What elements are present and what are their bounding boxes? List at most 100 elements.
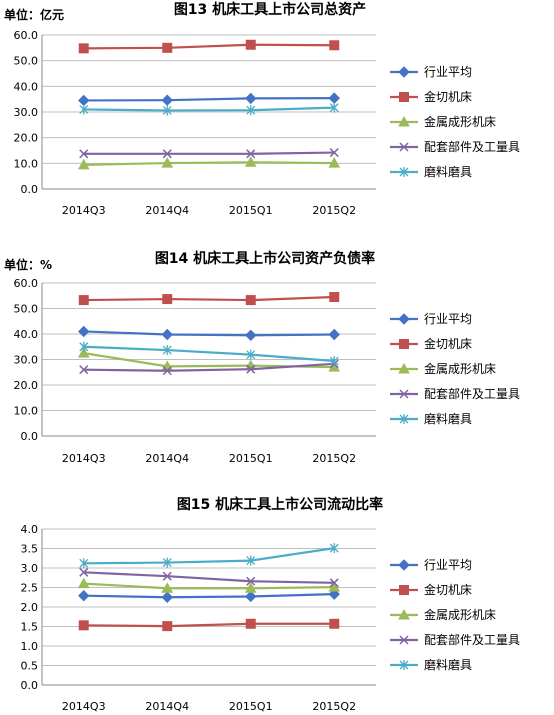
legend-label: 金属成形机床: [424, 607, 496, 622]
data-point: [245, 39, 256, 50]
data-point: [79, 365, 89, 375]
data-point-stroke-b: [329, 148, 339, 158]
data-point-shape: [77, 577, 90, 589]
y-tick-label: 40.0: [14, 328, 39, 341]
legend-label: 磨料磨具: [424, 658, 472, 672]
legend-marker: [399, 389, 409, 399]
data-point: [161, 94, 173, 106]
data-point: [162, 621, 173, 632]
y-tick-label: 0.0: [21, 430, 39, 443]
unit-label: 单位：%: [4, 257, 52, 272]
data-point: [79, 558, 89, 569]
data-point: [245, 92, 257, 105]
data-point: [329, 356, 339, 367]
data-point-shape: [161, 591, 173, 603]
legend-marker-stroke-b: [399, 635, 409, 645]
y-tick-label: 10.0: [14, 157, 39, 170]
series-line: [83, 151, 335, 155]
series-line: [83, 547, 335, 565]
series-line: [83, 295, 335, 302]
chart-3: 图15 机床工具上市公司流动比率 0.0 0.5 1.0 1.5 2.0 2.5 3.0 3.5…: [21, 496, 521, 713]
data-point: [78, 94, 90, 107]
data-point-stroke-b: [162, 149, 172, 159]
data-point: [246, 149, 256, 159]
data-point-shape: [161, 582, 174, 593]
x-tick-label: 2015Q2: [312, 204, 356, 217]
chart-2: 图14 机床工具上市公司资产负债率 单位：% 0.0 10.0 20.0 30.0 40.0…: [4, 250, 520, 465]
x-tick-label: 2015Q2: [312, 700, 356, 713]
data-point-shape: [77, 158, 90, 170]
data-point: [328, 328, 340, 341]
y-tick-label: 0.0: [21, 183, 39, 196]
data-point-stroke-b: [79, 149, 89, 159]
y-tick-label: 3.0: [21, 562, 39, 575]
x-tick-label: 2015Q1: [229, 452, 273, 465]
data-point: [246, 555, 256, 566]
unit-label: 单位：亿元: [4, 7, 64, 22]
data-point-shape: [328, 92, 340, 104]
data-point: [77, 158, 90, 170]
data-point-shape: [328, 581, 341, 592]
legend-marker-shape: [398, 66, 410, 78]
x-tick-label: 2015Q1: [229, 204, 273, 217]
data-point: [78, 43, 89, 54]
legend-marker: [398, 313, 410, 325]
legend-label: 金切机床: [424, 582, 472, 597]
data-point: [162, 42, 173, 53]
series-line: [83, 97, 335, 102]
y-tick-label: 50.0: [14, 55, 39, 68]
data-point-shape: [329, 618, 340, 629]
data-point: [244, 156, 257, 167]
data-point: [78, 325, 90, 338]
series-line: [83, 43, 335, 50]
legend-marker: [399, 585, 409, 595]
legend-label: 配套部件及工量具: [424, 139, 520, 154]
chart-title: 图13 机床工具上市公司总资产: [174, 1, 366, 18]
data-point: [161, 582, 174, 593]
data-point-stroke-b: [79, 365, 89, 375]
y-tick-label: 30.0: [14, 106, 39, 119]
series-line: [83, 593, 335, 599]
legend-marker: [398, 362, 410, 374]
data-point: [162, 557, 172, 568]
x-tick-label: 2014Q4: [145, 700, 189, 713]
data-point-stroke-b: [329, 578, 339, 588]
data-point: [246, 105, 256, 116]
data-point: [244, 582, 257, 593]
y-tick-label: 1.5: [21, 621, 39, 634]
series-line: [83, 161, 335, 166]
chart-title: 图15 机床工具上市公司流动比率: [177, 496, 383, 513]
data-point-shape: [245, 618, 256, 629]
x-tick-label: 2014Q4: [145, 204, 189, 217]
legend-marker-shape: [398, 608, 410, 620]
data-point-shape: [245, 39, 256, 50]
data-point: [161, 157, 174, 168]
data-point-shape: [328, 588, 340, 600]
data-point: [246, 576, 256, 586]
data-point-shape: [329, 40, 340, 51]
data-point: [162, 105, 172, 116]
legend-label: 金切机床: [424, 89, 472, 104]
data-point: [77, 347, 90, 358]
legend-marker: [399, 635, 409, 645]
data-point: [77, 577, 90, 589]
legend-label: 行业平均: [424, 312, 472, 326]
data-point-shape: [77, 347, 90, 358]
legend-marker: [399, 167, 409, 177]
series-line: [83, 582, 335, 590]
series-line: [83, 362, 335, 372]
data-point: [329, 618, 340, 629]
series-line: [83, 571, 335, 584]
data-point-stroke-b: [246, 149, 256, 159]
data-point: [78, 620, 89, 631]
data-point-shape: [328, 328, 340, 341]
legend-marker-shape: [399, 92, 409, 102]
x-tick-label: 2015Q1: [229, 700, 273, 713]
data-point: [246, 349, 256, 360]
data-point-stroke-b: [162, 366, 172, 376]
y-tick-label: 40.0: [14, 80, 39, 93]
legend-label: 磨料磨具: [424, 165, 472, 179]
chart-1: 图13 机床工具上市公司总资产 单位：亿元 0.0 10.0 20.0 30.0 40.0 5…: [4, 1, 520, 217]
data-point: [162, 149, 172, 159]
